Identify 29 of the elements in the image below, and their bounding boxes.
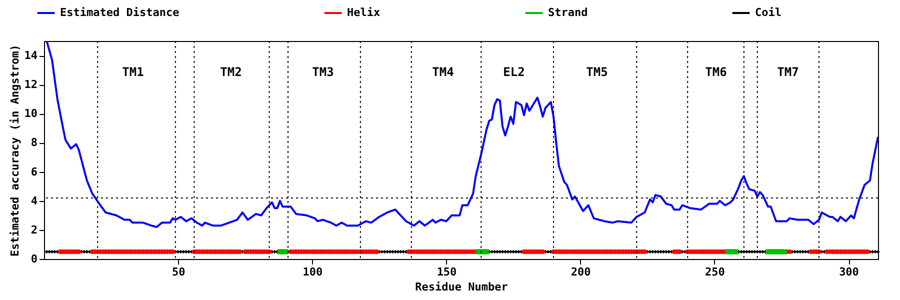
annotation: EL2	[503, 65, 525, 79]
y-tick-label: 10	[24, 107, 38, 120]
x-tick-label: 150	[436, 266, 457, 278]
x-tick-label: 250	[704, 266, 725, 278]
x-tick-label: 300	[839, 266, 859, 278]
annotation: TM5	[586, 65, 608, 79]
y-tick-label: 14	[24, 49, 38, 62]
y-tick-label: 12	[24, 78, 38, 92]
y-tick-label: 0	[30, 252, 38, 266]
y-tick-label: 6	[30, 165, 38, 178]
legend-label: Estimated Distance	[60, 6, 180, 19]
y-tick-label: 4	[30, 194, 38, 208]
y-axis-title: Estimated accuracy (in Angstrom)	[8, 44, 22, 256]
annotation: TM2	[220, 65, 242, 79]
y-tick-label: 2	[30, 223, 38, 236]
legend-label: Helix	[347, 6, 380, 19]
annotation: TM1	[122, 65, 144, 79]
legend-label: Strand	[548, 6, 588, 19]
x-tick-label: 50	[172, 266, 186, 278]
annotation: TM6	[705, 65, 727, 79]
x-tick-label: 100	[302, 266, 323, 278]
x-axis-title: Residue Number	[415, 280, 508, 294]
annotation: TM7	[777, 65, 799, 79]
annotation: TM3	[312, 65, 334, 79]
line-series	[46, 41, 878, 228]
legend-label: Coil	[755, 6, 782, 19]
x-tick-label: 200	[570, 266, 591, 278]
annotation: TM4	[432, 65, 454, 79]
y-tick-label: 8	[30, 136, 38, 150]
